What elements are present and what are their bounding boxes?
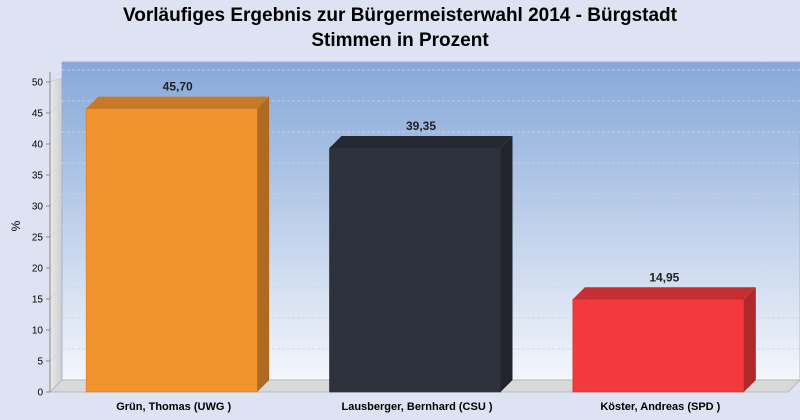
y-tick-label: 50: [32, 78, 44, 89]
y-tick-label: 20: [32, 264, 44, 275]
chart-subtitle: Stimmen in Prozent: [311, 30, 489, 51]
gridline-side: [49, 69, 63, 83]
y-tick-label: 35: [32, 171, 44, 182]
y-tick-label: 40: [32, 140, 44, 151]
y-tick-label: 0: [37, 388, 43, 399]
gridline-side: [49, 224, 63, 238]
bar-side: [500, 136, 513, 392]
data-label: 39,35: [406, 119, 436, 133]
bar-side: [743, 287, 756, 392]
x-tick-label: Köster, Andreas (SPD ): [600, 401, 720, 413]
gridline-side: [49, 255, 63, 269]
y-axis: 0 5 10 15 20 25 30 35 40 45 50: [32, 72, 51, 399]
bar-top: [329, 136, 513, 149]
y-tick-label: 30: [32, 202, 44, 213]
y-tick-label: 45: [32, 109, 44, 120]
y-tick-label: 5: [37, 357, 43, 368]
chart-title: Vorläufiges Ergebnis zur Bürgermeisterwa…: [123, 5, 678, 26]
bar: [572, 299, 745, 393]
bar-side: [257, 96, 270, 392]
bars: 45,70 39,35 14,95: [85, 80, 756, 393]
y-axis-label: %: [9, 220, 23, 231]
y-tick-label: 15: [32, 295, 44, 306]
gridline-side: [49, 193, 63, 207]
gridline-side: [49, 286, 63, 300]
y-tick-label: 25: [32, 233, 44, 244]
bar-top: [572, 287, 756, 300]
data-label: 45,70: [163, 80, 193, 94]
bar: [85, 108, 258, 393]
gridline-side: [49, 317, 63, 331]
bar-top: [86, 96, 270, 109]
gridline-side: [49, 162, 63, 176]
x-tick-label: Grün, Thomas (UWG ): [116, 401, 231, 413]
gridline-side: [49, 348, 63, 362]
gridline-side: [49, 131, 63, 145]
y-tick-label: 10: [32, 326, 44, 337]
bar: [329, 147, 501, 393]
data-label: 14,95: [649, 270, 679, 284]
gridline-side: [49, 100, 63, 114]
x-tick-label: Lausberger, Bernhard (CSU ): [342, 401, 493, 413]
x-axis: Grün, Thomas (UWG ) Lausberger, Bernhard …: [116, 401, 720, 413]
